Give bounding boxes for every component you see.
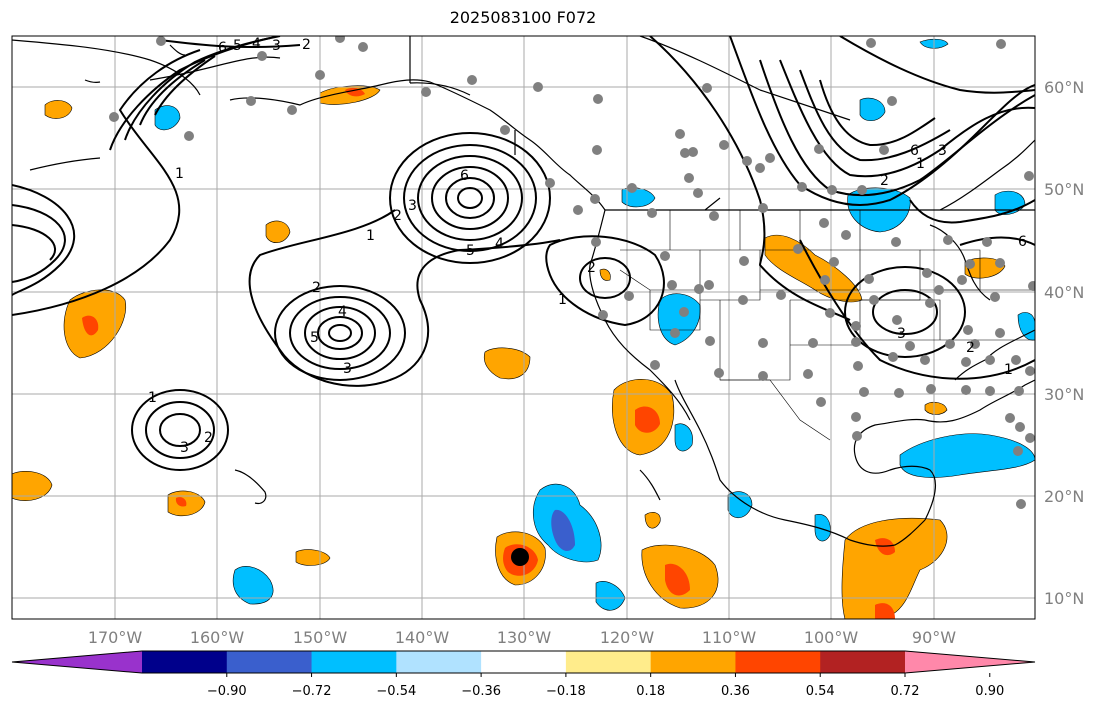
- contour-label: 1: [366, 228, 375, 244]
- longitude-label: 100°W: [804, 628, 859, 647]
- contour-label: 1: [558, 292, 567, 308]
- latitude-label: 10°N: [1044, 589, 1084, 608]
- map-title: 2025083100 F072: [449, 8, 597, 27]
- colorbar-swatch: [820, 651, 906, 673]
- latitude-label: 50°N: [1044, 180, 1084, 199]
- longitude-label: 130°W: [497, 628, 552, 647]
- contour-label: 3: [343, 361, 352, 377]
- contour-label: 3: [180, 440, 189, 456]
- contour-label: 1: [175, 166, 184, 182]
- contour-label: 6: [1018, 234, 1027, 250]
- colorbar-tick-label: −0.54: [376, 684, 416, 699]
- contour-label: 6: [218, 40, 227, 56]
- longitude-axis: 170°W 160°W 150°W 140°W 130°W 120°W 110°…: [88, 628, 956, 647]
- graticule: [12, 36, 1035, 619]
- colorbar-tick-label: −0.90: [207, 684, 247, 699]
- contour-label: 2: [393, 208, 402, 224]
- colorbar-swatch: [142, 651, 228, 673]
- colorbar-tick-label: 0.90: [975, 684, 1004, 699]
- latitude-label: 60°N: [1044, 78, 1084, 97]
- longitude-label: 150°W: [293, 628, 348, 647]
- contour-label: 1: [1004, 362, 1013, 378]
- latitude-label: 20°N: [1044, 487, 1084, 506]
- contour-label-group: 6 5 4 3 2 1 1 2 3 6 5 4 2 4 5 3 1 3 2 2 …: [148, 36, 1027, 456]
- colorbar-extend-low: [12, 651, 142, 673]
- colorbar-swatch: [565, 651, 652, 673]
- contour-label: 3: [897, 326, 906, 342]
- colorbar-swatch: [311, 651, 397, 673]
- contour-label: 6: [910, 143, 919, 159]
- colorbar: −0.90 −0.72 −0.54 −0.36 −0.18 0.18 0.36 0.54 0.7…: [11, 650, 1036, 699]
- contour-label: 2: [204, 430, 213, 446]
- contour-label: 2: [312, 280, 321, 296]
- contour-label: 3: [938, 143, 947, 159]
- longitude-label: 90°W: [912, 628, 956, 647]
- storm-center-marker: [511, 548, 529, 566]
- contour-label: 2: [880, 173, 889, 189]
- contour-label: 2: [302, 37, 311, 53]
- contour-label: 5: [466, 243, 475, 259]
- longitude-label: 160°W: [190, 628, 245, 647]
- colorbar-swatch: [226, 651, 313, 673]
- colorbar-tick-label: −0.18: [546, 684, 586, 699]
- map-border: [11, 35, 1036, 620]
- longitude-label: 110°W: [702, 628, 757, 647]
- contour-label: 1: [148, 390, 157, 406]
- colorbar-tick-label: 0.72: [891, 684, 920, 699]
- contour-label: 1: [916, 156, 925, 172]
- colorbar-outline: [11, 650, 1036, 674]
- contour-label: 4: [338, 304, 347, 320]
- longitude-label: 140°W: [395, 628, 450, 647]
- colorbar-swatch: [735, 651, 821, 673]
- contour-label: 2: [966, 340, 975, 356]
- contour-label: 5: [233, 38, 242, 54]
- colorbar-tick-label: 0.18: [636, 684, 665, 699]
- latitude-label: 40°N: [1044, 283, 1084, 302]
- colorbar-tick-label: 0.54: [806, 684, 835, 699]
- latitude-label: 30°N: [1044, 385, 1084, 404]
- colorbar-swatch: [396, 651, 482, 673]
- contour-label: 6: [460, 168, 469, 184]
- contour-label: 3: [408, 198, 417, 214]
- colorbar-extend-high: [905, 651, 1035, 673]
- longitude-label: 120°W: [600, 628, 655, 647]
- colorbar-swatch: [481, 651, 567, 673]
- contour-label: 3: [272, 38, 281, 54]
- contour-label: 4: [495, 236, 504, 252]
- longitude-label: 170°W: [88, 628, 143, 647]
- contour-label: 2: [587, 260, 596, 276]
- colorbar-swatch: [650, 651, 736, 673]
- latitude-axis: 60°N 50°N 40°N 30°N 20°N 10°N: [1044, 78, 1084, 608]
- station-dots: [109, 36, 1035, 509]
- state-borders: [619, 210, 1035, 441]
- colorbar-tick-label: −0.72: [292, 684, 332, 699]
- colorbar-tick-label: −0.36: [461, 684, 501, 699]
- colorbar-tick-label: 0.36: [721, 684, 750, 699]
- contour-label: 5: [310, 330, 319, 346]
- contour-label: 4: [252, 36, 261, 52]
